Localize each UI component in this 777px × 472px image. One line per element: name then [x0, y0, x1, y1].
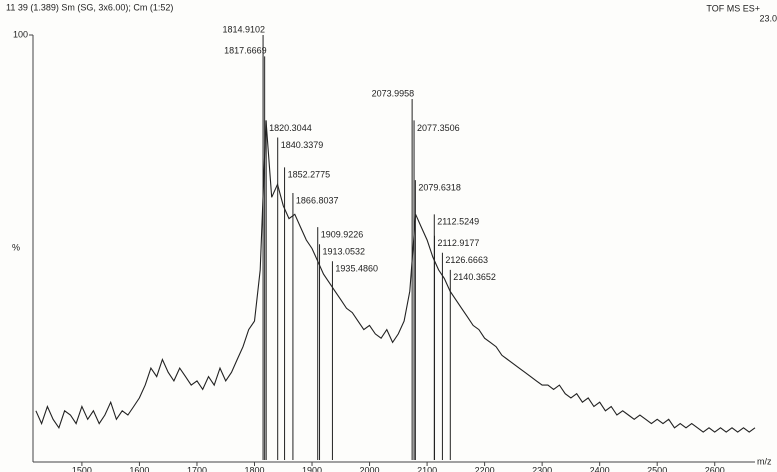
x-tick-label: 2200	[475, 465, 495, 472]
peak-label: 2077.3506	[417, 123, 460, 133]
x-tick-label: 1900	[302, 465, 322, 472]
x-tick-label: 1800	[244, 465, 264, 472]
peak-label: 2079.6318	[418, 183, 461, 193]
peak-label: 2073.9958	[372, 88, 415, 98]
peak-label: 1909.9226	[321, 230, 364, 240]
x-tick-label: 2000	[360, 465, 380, 472]
peak-label: 2126.6663	[445, 255, 488, 265]
x-tick-label: 1700	[187, 465, 207, 472]
peak-label: 1935.4860	[335, 264, 378, 274]
y-axis-label: %	[12, 242, 20, 252]
peak-label: 1852.2775	[288, 170, 331, 180]
peak-label: 2140.3652	[453, 272, 496, 282]
x-tick-label: 1600	[129, 465, 149, 472]
chart-title: 11 39 (1.389) Sm (SG, 3x6.00); Cm (1:52)	[6, 2, 173, 12]
x-tick-label: 2600	[705, 465, 725, 472]
instrument: TOF MS ES+	[706, 3, 760, 13]
x-tick-label: 2100	[417, 465, 437, 472]
peak-label: 1913.0532	[323, 247, 366, 257]
x-tick-label: 2500	[647, 465, 667, 472]
peak-label: 1840.3379	[281, 140, 324, 150]
x-tick-label: 1500	[72, 465, 92, 472]
peak-label: 1814.9102	[223, 24, 266, 34]
peak-label: 2112.5249	[437, 217, 479, 227]
intensity-label: 23.0	[759, 13, 777, 23]
y-tick-label: 100	[13, 29, 28, 39]
peak-label: 2112.9177	[438, 238, 480, 248]
x-tick-label: 2300	[532, 465, 552, 472]
peak-label: 1817.6669	[224, 46, 267, 56]
peak-label: 1866.8037	[296, 195, 339, 205]
peak-label: 1820.3044	[269, 123, 312, 133]
x-axis-label: m/z	[757, 456, 772, 466]
spectrum-line	[35, 120, 756, 433]
x-tick-label: 2400	[590, 465, 610, 472]
